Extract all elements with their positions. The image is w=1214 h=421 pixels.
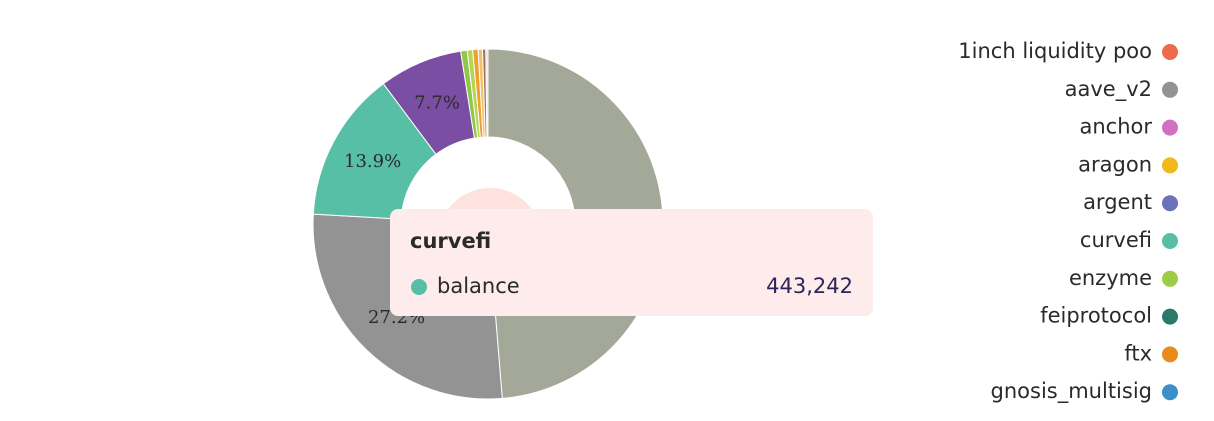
tooltip-title: curvefi bbox=[410, 229, 491, 253]
tooltip: curvefi balance 443,242 bbox=[390, 209, 873, 316]
legend-dot bbox=[1162, 157, 1178, 174]
legend-label: aave_v2 bbox=[1065, 77, 1152, 102]
legend-dot bbox=[1162, 195, 1178, 212]
tooltip-value: 443,242 bbox=[766, 274, 853, 298]
slice-label: 7.7% bbox=[414, 92, 460, 113]
legend-label: 1inch liquidity poo bbox=[958, 39, 1152, 63]
legend-label: curvefi bbox=[1080, 228, 1152, 252]
slice-label: 13.9% bbox=[344, 151, 401, 172]
legend-dot bbox=[1162, 346, 1178, 363]
legend-dot bbox=[1162, 119, 1178, 136]
legend-label: aragon bbox=[1078, 152, 1152, 176]
legend-label: feiprotocol bbox=[1040, 304, 1152, 328]
legend-dot bbox=[1162, 270, 1178, 287]
slice bbox=[485, 48, 489, 138]
legend-dot bbox=[1162, 233, 1178, 249]
legend-dot bbox=[1162, 81, 1178, 98]
tooltip-series: balance bbox=[437, 274, 520, 298]
legend-dot bbox=[1162, 384, 1178, 401]
legend-label: ftx bbox=[1124, 341, 1152, 365]
legend-label: argent bbox=[1083, 190, 1152, 214]
tooltip-box bbox=[390, 209, 873, 316]
legend-dot bbox=[1162, 308, 1178, 325]
legend-dot bbox=[1162, 44, 1178, 60]
tooltip-dot bbox=[411, 279, 427, 295]
legend-label: enzyme bbox=[1069, 266, 1152, 290]
legend-label: gnosis_multisig bbox=[991, 379, 1152, 404]
legend-label: anchor bbox=[1079, 115, 1152, 139]
